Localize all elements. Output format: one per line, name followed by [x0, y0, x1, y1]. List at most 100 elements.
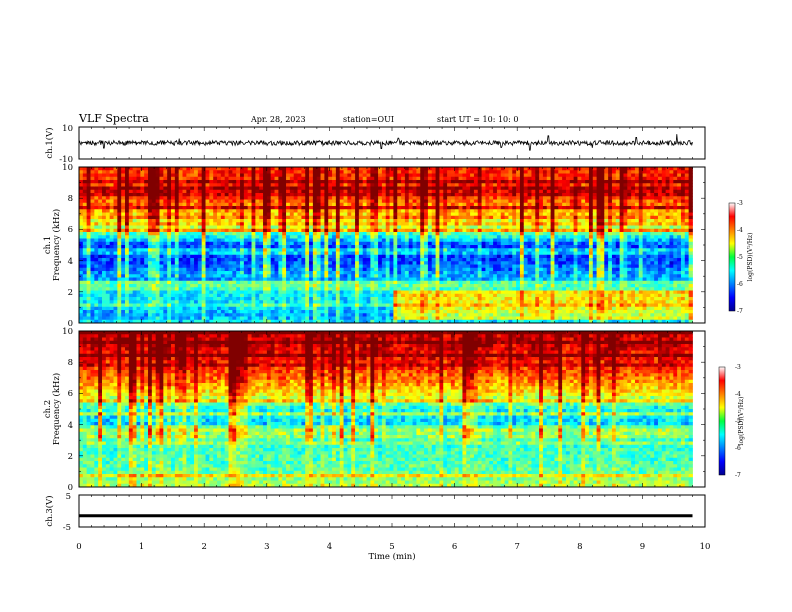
- spectrogram-cell: [278, 183, 283, 187]
- spectrogram-cell: [420, 245, 425, 249]
- spectrogram-cell: [171, 300, 176, 304]
- spectrogram-cell: [159, 170, 164, 174]
- spectrogram-cell: [102, 267, 107, 272]
- spectrogram-cell: [174, 293, 180, 298]
- spectrogram-cell: [320, 254, 325, 259]
- spectrogram-cell: [220, 215, 226, 220]
- spectrogram-cell: [385, 306, 390, 311]
- spectrogram-cell: [178, 310, 183, 314]
- spectrogram-cell: [105, 186, 111, 191]
- spectrogram-cell: [148, 222, 153, 226]
- spectrogram-cell: [94, 238, 99, 243]
- spectrogram-cell: [374, 280, 379, 285]
- spectrogram-cell: [278, 173, 283, 178]
- spectrogram-cell: [90, 290, 95, 295]
- spectrogram-cell: [316, 271, 321, 275]
- spectrogram-cell: [263, 225, 268, 230]
- spectrogram-cell: [381, 167, 387, 171]
- spectrogram-cell: [389, 271, 394, 275]
- spectrogram-cell: [443, 212, 448, 217]
- spectrogram-cell: [205, 202, 210, 207]
- spectrogram-cell: [263, 173, 268, 178]
- spectrogram-cell: [378, 235, 383, 239]
- spectrogram-cell: [190, 186, 195, 191]
- spectrogram-cell: [144, 245, 149, 249]
- spectrogram-cell: [113, 202, 118, 207]
- spectrogram-cell: [86, 206, 91, 210]
- spectrogram-cell: [90, 167, 95, 171]
- spectrogram-cell: [401, 199, 406, 204]
- spectrogram-cell: [205, 238, 210, 243]
- spectrogram-cell: [320, 215, 325, 220]
- spectrogram-cell: [140, 209, 145, 213]
- spectrogram-cell: [408, 209, 413, 213]
- spectrogram-cell: [243, 215, 249, 220]
- spectrogram-cell: [454, 306, 459, 311]
- spectrogram-cell: [462, 202, 467, 207]
- spectrogram-cell: [328, 248, 333, 252]
- spectrogram-cell: [263, 267, 268, 272]
- spectrogram-cell: [293, 206, 298, 210]
- spectrogram-cell: [297, 274, 302, 278]
- spectrogram-cell: [282, 206, 287, 210]
- spectrogram-cell: [201, 313, 206, 317]
- spectrogram-cell: [462, 235, 467, 239]
- spectrogram-cell: [98, 319, 103, 324]
- spectrogram-cell: [293, 209, 298, 213]
- spectrogram-cell: [159, 319, 164, 324]
- spectrogram-cell: [274, 199, 279, 204]
- spectrogram-cell: [247, 199, 252, 204]
- spectrogram-cell: [401, 280, 406, 285]
- spectrogram-cell: [282, 215, 287, 220]
- spectrogram-cell: [90, 232, 95, 236]
- spectrogram-cell: [358, 232, 364, 236]
- spectrogram-cell: [174, 167, 180, 171]
- spectrogram-cell: [251, 238, 256, 243]
- spectrogram-cell: [462, 251, 467, 256]
- spectrogram-cell: [125, 258, 130, 262]
- spectrogram-cell: [347, 271, 352, 275]
- spectrogram-cell: [362, 215, 367, 220]
- spectrogram-cell: [412, 248, 417, 252]
- spectrogram-cell: [197, 238, 203, 243]
- spectrogram-cell: [98, 248, 103, 252]
- spectrogram-cell: [136, 206, 141, 210]
- spectrogram-cell: [343, 290, 348, 295]
- spectrogram-cell: [186, 290, 191, 295]
- spectrogram-cell: [220, 212, 226, 217]
- spectrogram-cell: [228, 173, 233, 178]
- spectrogram-cell: [416, 319, 421, 324]
- spectrogram-cell: [236, 219, 241, 223]
- spectrogram-cell: [167, 183, 172, 187]
- spectrogram-cell: [286, 228, 291, 233]
- spectrogram-cell: [381, 293, 387, 298]
- spectrogram-cell: [178, 293, 183, 298]
- spectrogram-cell: [270, 209, 275, 213]
- spectrogram-cell: [328, 196, 333, 200]
- spectrogram-cell: [293, 167, 298, 171]
- spectrogram-cell: [443, 248, 448, 252]
- spectrogram-cell: [443, 232, 448, 236]
- spectrogram-cell: [274, 284, 279, 288]
- spectrogram-cell: [186, 193, 191, 197]
- spectrogram-cell: [293, 297, 298, 301]
- spectrogram-cell: [182, 267, 187, 272]
- spectrogram-cell: [194, 238, 199, 243]
- spectrogram-cell: [263, 196, 268, 200]
- spectrogram-cell: [316, 186, 321, 191]
- spectrogram-cell: [105, 264, 111, 269]
- spectrogram-cell: [309, 306, 314, 311]
- spectrogram-cell: [427, 274, 433, 278]
- spectrogram-cell: [454, 215, 459, 220]
- spectrogram-cell: [121, 235, 126, 239]
- spectrogram-cell: [343, 293, 348, 298]
- spectrogram-cell: [243, 267, 249, 272]
- spectrogram-cell: [209, 232, 214, 236]
- spectrogram-cell: [328, 293, 333, 298]
- spectrogram-cell: [224, 277, 229, 282]
- spectrogram-cell: [98, 290, 103, 295]
- spectrogram-cell: [128, 264, 134, 269]
- spectrogram-cell: [247, 170, 252, 174]
- spectrogram-cell: [385, 267, 390, 272]
- spectrogram-cell: [404, 199, 410, 204]
